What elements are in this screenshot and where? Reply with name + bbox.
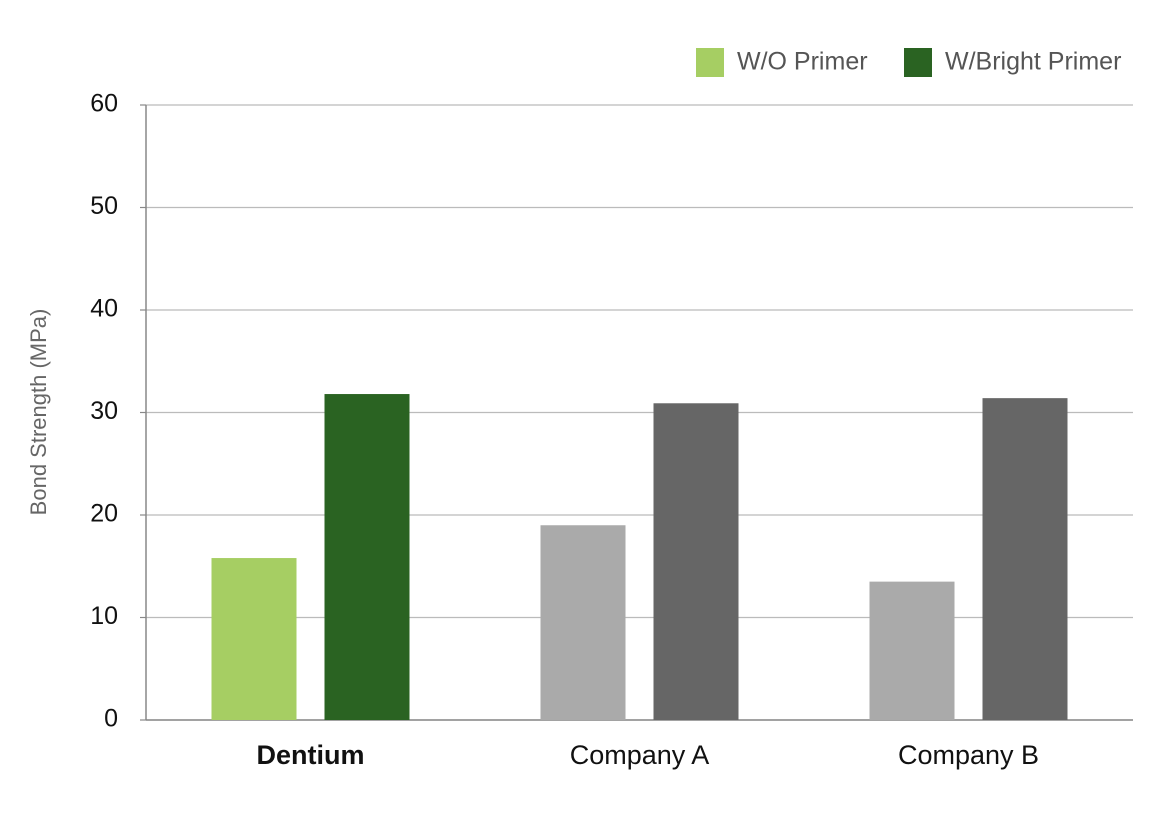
x-tick-label: Company B bbox=[898, 740, 1039, 770]
y-tick-label: 30 bbox=[90, 397, 118, 425]
bar bbox=[324, 394, 410, 720]
y-tick-label: 0 bbox=[104, 705, 118, 733]
bar bbox=[869, 581, 955, 720]
bar bbox=[211, 558, 297, 720]
y-tick-label: 60 bbox=[90, 90, 118, 118]
legend-label: W/O Primer bbox=[737, 48, 868, 76]
bar bbox=[982, 398, 1068, 720]
x-tick-label: Company A bbox=[570, 740, 710, 770]
bar bbox=[653, 403, 739, 720]
y-tick-label: 50 bbox=[90, 192, 118, 220]
y-axis-label: Bond Strength (MPa) bbox=[26, 309, 51, 516]
legend-swatch bbox=[904, 48, 932, 77]
x-tick-label: Dentium bbox=[257, 740, 365, 770]
y-tick-label: 40 bbox=[90, 295, 118, 323]
y-tick-label: 10 bbox=[90, 602, 118, 630]
legend-label: W/Bright Primer bbox=[945, 48, 1121, 76]
y-tick-label: 20 bbox=[90, 500, 118, 528]
legend-swatch bbox=[696, 48, 724, 77]
bar bbox=[540, 525, 626, 720]
